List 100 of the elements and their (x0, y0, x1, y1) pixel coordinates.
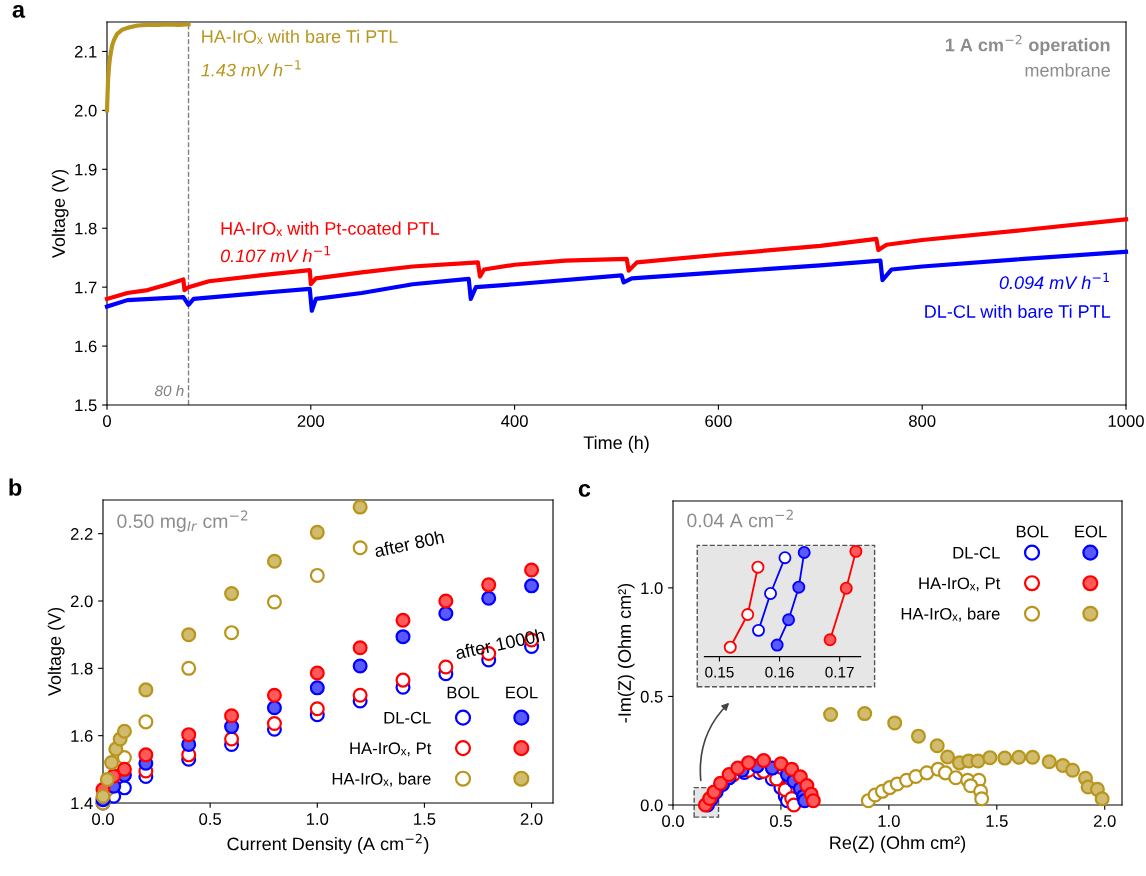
point (823, 633, 837, 647)
point (138, 682, 154, 698)
point (741, 755, 757, 771)
x-tick-label: 0.0 (662, 815, 684, 827)
point (224, 586, 240, 602)
point (773, 756, 789, 772)
point (797, 545, 811, 559)
y-tick-label: 1.7 (75, 281, 97, 294)
y-tick-label: 1.6 (75, 340, 97, 353)
point (764, 587, 777, 600)
x-tick-label: 2.0 (1093, 815, 1116, 827)
point (723, 640, 737, 654)
point (438, 605, 454, 621)
y-tick-label: 2.1 (74, 45, 97, 58)
point (1065, 762, 1081, 778)
series-label: HA-IrOₓ with bare Ti PTL (202, 29, 398, 45)
point (970, 753, 986, 769)
annotation: EOL (1075, 525, 1107, 538)
annotation: 1.43 mV h$^{−1}$ (201, 60, 301, 77)
text: DL-CL with bare Ti PTL (925, 304, 1111, 318)
point (138, 714, 154, 730)
point (224, 625, 240, 641)
annotation: 0.094 mV h$^{−1}$ (999, 272, 1109, 290)
point (309, 680, 325, 696)
y-axis-title: Voltage (V) (47, 607, 65, 697)
annotation: after 80h (373, 530, 445, 558)
x-tick-label: 2.0 (520, 813, 543, 825)
x-tick-label: 600 (705, 415, 732, 427)
point (309, 567, 325, 583)
point (352, 658, 368, 674)
point (782, 613, 796, 627)
point (352, 687, 368, 703)
x-tick-label: 1000 (1108, 415, 1144, 427)
point (823, 706, 839, 722)
point (839, 581, 853, 595)
y-tick-label: 1.5 (75, 399, 97, 412)
y-tick-label: 1.9 (75, 163, 97, 176)
legend-label: DL-CL (953, 546, 1000, 559)
annotation: membrane (1025, 63, 1110, 77)
point (481, 590, 497, 606)
point (266, 700, 282, 716)
point (395, 672, 411, 688)
chart-title: c (578, 483, 591, 497)
x-axis-title: Time (h) (583, 435, 649, 453)
annotation: BOL (1016, 525, 1049, 538)
x-tick-label: 1.0 (878, 815, 900, 827)
point (910, 728, 926, 744)
point (752, 623, 765, 637)
point (309, 701, 325, 717)
x-tick-label: 0.0 (92, 813, 114, 825)
legend-label: HA-IrOₓ, Pt (919, 577, 1001, 592)
point (352, 540, 368, 556)
legend-label: HA-IrOₓ, bare (332, 772, 431, 787)
annotation: BOL (447, 686, 480, 699)
point (982, 750, 998, 766)
ref-line-label: 80 h (154, 385, 184, 397)
annotation: after 1000h (454, 627, 545, 660)
point (438, 659, 454, 675)
point (181, 627, 197, 643)
x-tick-label: 0.15 (705, 666, 734, 678)
chart-title: a (12, 4, 26, 18)
x-axis-title: Current Density (A cm$^{−2}$) (227, 833, 429, 854)
point (181, 727, 197, 743)
annotation: 0.04 A cm$^{−2}$ (687, 509, 793, 528)
point (756, 752, 772, 768)
point (741, 608, 755, 622)
line-series (104, 22, 191, 113)
point (395, 629, 411, 645)
x-tick-label: 400 (501, 415, 528, 427)
point (309, 665, 325, 681)
y-tick-label: 1.8 (75, 222, 97, 235)
point (1094, 791, 1110, 807)
point (940, 749, 956, 765)
legend-label: HA-IrOₓ, Pt (350, 742, 432, 757)
series-label: HA-IrOₓ with Pt-coated PTL (221, 221, 440, 236)
line-series (104, 217, 1129, 302)
point (805, 793, 821, 809)
point (1041, 754, 1057, 770)
point (919, 765, 935, 781)
point (95, 788, 111, 804)
point (792, 580, 806, 594)
point (116, 761, 132, 777)
point (438, 593, 454, 609)
point (948, 770, 964, 786)
y-tick-label: 2.2 (70, 528, 93, 540)
annotation: EOL (506, 686, 538, 699)
point (352, 499, 368, 515)
point (116, 723, 132, 739)
point (138, 747, 154, 763)
x-tick-label: 1.5 (986, 815, 1008, 827)
x-tick-label: 800 (909, 415, 936, 427)
point (770, 638, 784, 652)
legend-label: DL-CL (384, 711, 431, 724)
point (104, 755, 120, 771)
point (481, 577, 497, 593)
point (266, 716, 282, 732)
point (974, 791, 990, 807)
point (887, 715, 903, 731)
annotation: 0.107 mV h$^{−1}$ (220, 245, 331, 263)
x-tick-label: 0.5 (770, 815, 792, 827)
